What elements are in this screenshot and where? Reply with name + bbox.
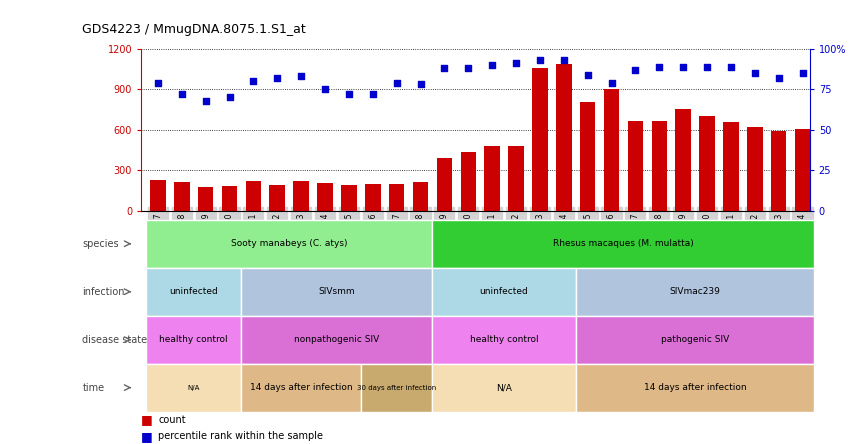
Bar <box>269 185 285 211</box>
Text: N/A: N/A <box>188 385 200 391</box>
Bar <box>771 131 786 211</box>
Bar <box>365 184 380 211</box>
Bar <box>484 146 500 211</box>
Bar <box>432 220 815 268</box>
Point <box>198 97 212 104</box>
Point <box>509 60 523 67</box>
Text: SIVmac239: SIVmac239 <box>669 287 721 296</box>
Bar <box>723 122 739 211</box>
Bar <box>361 364 432 412</box>
Point <box>676 63 690 70</box>
Bar <box>222 186 237 211</box>
Bar <box>576 316 815 364</box>
Bar <box>628 121 643 211</box>
Text: pathogenic SIV: pathogenic SIV <box>661 335 729 344</box>
Bar <box>432 268 576 316</box>
Text: Rhesus macaques (M. mulatta): Rhesus macaques (M. mulatta) <box>553 239 694 248</box>
Point <box>700 63 714 70</box>
Text: ■: ■ <box>141 413 153 426</box>
Bar <box>197 187 213 211</box>
Text: 30 days after infection: 30 days after infection <box>357 385 436 391</box>
Bar <box>146 316 242 364</box>
Bar <box>675 109 691 211</box>
Bar <box>432 364 576 412</box>
Bar <box>294 181 309 211</box>
Text: 14 days after infection: 14 days after infection <box>249 383 352 392</box>
Point <box>629 66 643 73</box>
Point <box>437 65 451 72</box>
Point <box>462 65 475 72</box>
Point <box>318 86 332 93</box>
Point <box>652 63 666 70</box>
Bar <box>146 220 432 268</box>
Point <box>414 81 428 88</box>
Bar <box>413 182 429 211</box>
Bar <box>317 183 333 211</box>
Bar <box>432 316 576 364</box>
Text: disease state: disease state <box>82 335 147 345</box>
Bar <box>242 316 432 364</box>
Text: uninfected: uninfected <box>480 287 528 296</box>
Text: percentile rank within the sample: percentile rank within the sample <box>158 432 324 441</box>
Point <box>581 71 595 78</box>
Bar <box>508 146 524 211</box>
Bar <box>604 89 619 211</box>
Text: species: species <box>82 239 119 249</box>
Point <box>365 91 379 98</box>
Bar <box>461 152 476 211</box>
Text: Sooty manabeys (C. atys): Sooty manabeys (C. atys) <box>231 239 347 248</box>
Bar <box>795 130 811 211</box>
Bar <box>580 102 596 211</box>
Bar <box>576 364 815 412</box>
Text: GDS4223 / MmugDNA.8075.1.S1_at: GDS4223 / MmugDNA.8075.1.S1_at <box>82 23 306 36</box>
Bar <box>651 121 667 211</box>
Bar <box>747 127 763 211</box>
Text: ■: ■ <box>141 430 153 443</box>
Bar <box>532 68 547 211</box>
Bar <box>556 64 572 211</box>
Point <box>223 94 236 101</box>
Point <box>485 62 499 69</box>
Text: uninfected: uninfected <box>170 287 218 296</box>
Bar <box>150 179 165 211</box>
Bar <box>242 364 361 412</box>
Bar <box>576 268 815 316</box>
Text: healthy control: healthy control <box>159 335 228 344</box>
Text: infection: infection <box>82 287 125 297</box>
Point <box>533 57 546 64</box>
Text: nonpathogenic SIV: nonpathogenic SIV <box>294 335 379 344</box>
Bar <box>146 268 242 316</box>
Bar <box>436 158 452 211</box>
Point <box>557 57 571 64</box>
Point <box>390 79 404 87</box>
Text: 14 days after infection: 14 days after infection <box>643 383 746 392</box>
Text: SIVsmm: SIVsmm <box>319 287 355 296</box>
Bar <box>242 268 432 316</box>
Text: count: count <box>158 415 186 424</box>
Point <box>270 75 284 82</box>
Point <box>772 75 785 82</box>
Bar <box>389 184 404 211</box>
Point <box>604 79 618 87</box>
Bar <box>146 364 242 412</box>
Bar <box>699 116 714 211</box>
Point <box>796 70 810 77</box>
Text: N/A: N/A <box>496 383 512 392</box>
Point <box>175 91 189 98</box>
Point <box>294 73 308 80</box>
Point <box>342 91 356 98</box>
Point <box>151 79 165 87</box>
Text: time: time <box>82 383 105 392</box>
Bar <box>174 182 190 211</box>
Bar <box>246 182 262 211</box>
Bar <box>341 185 357 211</box>
Point <box>247 78 261 85</box>
Point <box>724 63 738 70</box>
Text: healthy control: healthy control <box>469 335 539 344</box>
Point <box>748 70 762 77</box>
